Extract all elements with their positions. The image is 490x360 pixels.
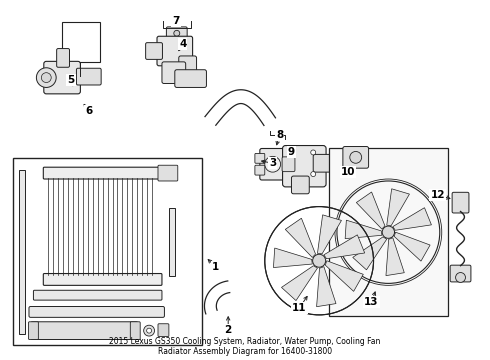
Bar (169, 208, 175, 276)
Bar (329, 148, 448, 316)
FancyBboxPatch shape (130, 322, 140, 339)
Circle shape (41, 73, 51, 82)
FancyBboxPatch shape (43, 167, 162, 179)
FancyBboxPatch shape (158, 165, 178, 181)
Polygon shape (353, 237, 387, 270)
Polygon shape (324, 235, 365, 259)
Bar (19, 170, 25, 334)
Text: 2015 Lexus GS350 Cooling System, Radiator, Water Pump, Cooling Fan
Radiator Asse: 2015 Lexus GS350 Cooling System, Radiato… (109, 337, 381, 356)
FancyBboxPatch shape (452, 192, 469, 213)
FancyBboxPatch shape (157, 36, 193, 66)
FancyBboxPatch shape (260, 148, 286, 180)
Polygon shape (393, 208, 431, 230)
Text: 6: 6 (85, 106, 93, 116)
FancyBboxPatch shape (29, 306, 165, 318)
Polygon shape (281, 266, 318, 301)
Polygon shape (285, 218, 316, 257)
FancyBboxPatch shape (162, 62, 186, 84)
FancyBboxPatch shape (76, 68, 101, 85)
Text: 2: 2 (224, 325, 232, 335)
Text: 11: 11 (292, 303, 307, 313)
FancyBboxPatch shape (283, 145, 326, 187)
FancyBboxPatch shape (282, 157, 295, 172)
Text: 1: 1 (212, 262, 219, 272)
FancyBboxPatch shape (146, 42, 163, 59)
Polygon shape (387, 189, 410, 226)
Text: 8: 8 (276, 130, 283, 140)
Polygon shape (318, 215, 342, 254)
Circle shape (350, 152, 362, 163)
Text: 3: 3 (269, 158, 276, 168)
FancyBboxPatch shape (30, 322, 138, 339)
Bar (13, 158, 202, 345)
Text: 9: 9 (288, 148, 295, 157)
Bar (62, 22, 99, 62)
Text: 13: 13 (364, 297, 379, 307)
FancyBboxPatch shape (292, 176, 309, 194)
Circle shape (147, 328, 151, 333)
Polygon shape (273, 248, 312, 267)
Circle shape (174, 30, 180, 36)
Text: 10: 10 (341, 167, 355, 177)
FancyBboxPatch shape (158, 324, 169, 337)
FancyBboxPatch shape (343, 147, 368, 168)
Polygon shape (356, 192, 385, 229)
FancyBboxPatch shape (450, 265, 471, 282)
Circle shape (164, 75, 170, 81)
Polygon shape (325, 261, 363, 291)
Text: 7: 7 (172, 15, 179, 26)
Circle shape (144, 325, 154, 336)
Circle shape (456, 273, 466, 282)
Text: 4: 4 (179, 39, 186, 49)
Circle shape (382, 226, 394, 238)
FancyBboxPatch shape (167, 27, 187, 40)
FancyBboxPatch shape (313, 154, 335, 172)
FancyBboxPatch shape (44, 61, 80, 94)
Circle shape (36, 68, 56, 87)
Circle shape (289, 152, 294, 157)
Circle shape (311, 172, 316, 176)
FancyBboxPatch shape (33, 290, 162, 300)
Circle shape (313, 254, 326, 267)
Polygon shape (394, 232, 430, 261)
FancyBboxPatch shape (57, 49, 70, 67)
FancyBboxPatch shape (179, 56, 196, 82)
FancyBboxPatch shape (255, 153, 265, 163)
Text: 12: 12 (431, 190, 445, 200)
Polygon shape (386, 238, 404, 276)
Polygon shape (345, 220, 382, 239)
FancyBboxPatch shape (175, 70, 206, 87)
Polygon shape (317, 267, 336, 307)
FancyBboxPatch shape (43, 274, 162, 285)
FancyBboxPatch shape (28, 322, 38, 339)
Circle shape (265, 156, 281, 172)
Text: 5: 5 (67, 75, 74, 85)
Circle shape (311, 150, 316, 155)
FancyBboxPatch shape (255, 165, 265, 175)
